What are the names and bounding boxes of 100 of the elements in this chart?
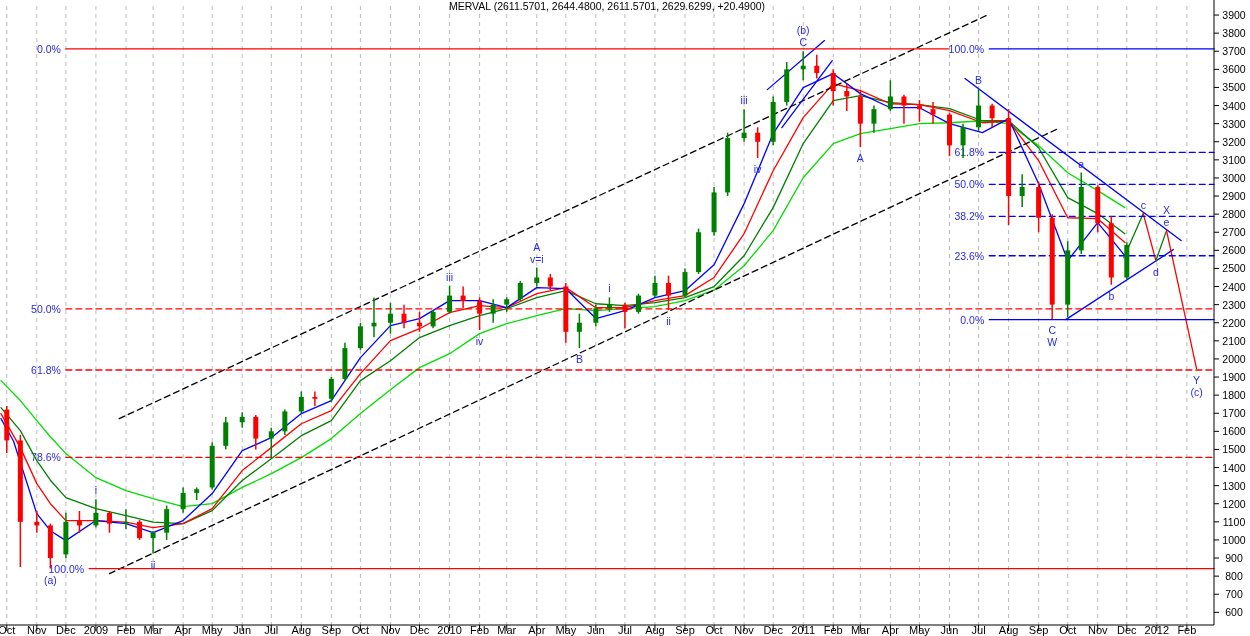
y-tick-label: 1900 <box>1222 371 1246 384</box>
y-tick-label: 1700 <box>1222 407 1246 420</box>
chart-title: MERVAL (2611.5701, 2644.4800, 2611.5701, 2629.6299, +20.4900) <box>448 0 766 12</box>
x-tick-label: Sep <box>321 624 342 636</box>
x-tick-label: May <box>909 624 931 636</box>
annotation: 61.8% <box>31 363 61 376</box>
x-tick-label: Nov <box>27 624 48 636</box>
annotation: 50.0% <box>954 178 985 191</box>
annotation: ii <box>150 558 156 571</box>
annotation: (a) <box>43 573 57 586</box>
x-tick-label: Feb <box>470 624 490 636</box>
x-tick-label: Mar <box>497 624 517 636</box>
y-tick-label: 600 <box>1225 606 1243 619</box>
y-tick-label: 3600 <box>1222 63 1246 76</box>
y-tick-label: 3000 <box>1222 171 1246 184</box>
annotation: 38.2% <box>954 210 985 223</box>
annotation: 0.0% <box>36 42 61 55</box>
annotation: B <box>975 74 983 87</box>
annotation: 0.0% <box>960 313 985 326</box>
y-tick-label: 2100 <box>1222 334 1246 347</box>
x-tick-label: Mar <box>143 624 163 636</box>
x-tick-label: Nov <box>1087 624 1109 636</box>
x-tick-label: 2010 <box>437 624 462 636</box>
annotation: Y <box>1193 373 1201 386</box>
annotation: 100.0% <box>948 42 985 55</box>
annotation: C <box>799 36 808 49</box>
y-tick-label: 700 <box>1225 588 1243 601</box>
y-tick-label: 2800 <box>1222 208 1246 221</box>
x-tick-label: Oct <box>1059 624 1077 636</box>
annotation: c <box>1140 198 1146 211</box>
y-tick-label: 1500 <box>1222 443 1246 456</box>
x-tick-label: Apr <box>528 624 546 636</box>
y-tick-label: 900 <box>1225 552 1243 565</box>
y-tick-label: 3900 <box>1222 9 1246 22</box>
x-tick-label: Jul <box>264 624 279 636</box>
y-tick-label: 2400 <box>1222 280 1246 293</box>
x-tick-label: Dec <box>763 624 784 636</box>
y-tick-label: 1600 <box>1222 425 1246 438</box>
annotation: C <box>1048 324 1057 337</box>
x-tick-label: Aug <box>998 624 1019 636</box>
x-tick-label: Oct <box>351 624 369 636</box>
annotation: iii <box>740 94 748 107</box>
x-tick-label: May <box>555 624 577 636</box>
y-tick-label: 3100 <box>1222 153 1246 166</box>
y-tick-label: 1100 <box>1222 515 1246 528</box>
x-tick-label: Nov <box>380 624 401 636</box>
y-tick-label: 800 <box>1225 570 1243 583</box>
y-tick-label: 1800 <box>1222 389 1246 402</box>
x-tick-label: Oct <box>705 624 723 636</box>
x-tick-label: Feb <box>116 624 136 636</box>
x-tick-label: 2009 <box>83 624 109 636</box>
x-tick-label: Apr <box>174 624 193 636</box>
y-tick-label: 2200 <box>1222 316 1246 329</box>
annotation: W <box>1047 336 1058 349</box>
y-tick-label: 2500 <box>1222 262 1246 275</box>
x-tick-label: Jul <box>617 624 632 636</box>
x-tick-label: Nov <box>734 624 755 636</box>
x-tick-label: May <box>201 624 224 636</box>
x-tick-label: Jun <box>233 624 252 636</box>
annotation: A <box>856 152 864 165</box>
y-tick-label: 3400 <box>1222 99 1246 112</box>
x-tick-label: Feb <box>823 624 843 636</box>
annotation: X <box>1163 203 1171 216</box>
x-tick-label: Jun <box>586 624 605 636</box>
annotation: 100.0% <box>48 562 85 575</box>
annotation: iv <box>475 334 485 347</box>
y-tick-label: 2900 <box>1222 190 1246 203</box>
x-tick-label: 2012 <box>1144 624 1170 636</box>
y-tick-label: 3500 <box>1222 81 1246 94</box>
annotation: iii <box>446 270 454 283</box>
annotation: e <box>1163 215 1170 228</box>
annotation: A <box>533 240 541 253</box>
x-tick-label: Sep <box>675 624 695 636</box>
annotation: (c) <box>1190 385 1203 398</box>
x-tick-label: Jul <box>971 624 986 636</box>
annotation: 50.0% <box>31 302 61 315</box>
y-tick-label: 3700 <box>1222 45 1246 58</box>
y-tick-label: 2700 <box>1222 226 1246 239</box>
x-tick-label: Aug <box>645 624 665 636</box>
y-tick-label: 2300 <box>1222 298 1246 311</box>
x-tick-label: Dec <box>409 624 430 636</box>
x-tick-label: Mar <box>850 624 871 636</box>
y-tick-label: 3200 <box>1222 135 1246 148</box>
x-tick-label: Dec <box>1117 624 1138 636</box>
x-tick-label: 2011 <box>791 624 816 636</box>
annotation: i <box>608 282 611 295</box>
annotation: d <box>1152 265 1159 278</box>
y-tick-label: 2000 <box>1222 352 1246 365</box>
annotation: i <box>94 484 98 497</box>
x-tick-label: Sep <box>1028 624 1049 636</box>
annotation: B <box>575 353 583 366</box>
annotation: ii <box>666 315 671 328</box>
annotation: b <box>1108 289 1115 302</box>
annotation: (b) <box>796 24 810 37</box>
y-tick-label: 1400 <box>1222 461 1246 474</box>
y-tick-label: 3800 <box>1222 27 1246 40</box>
x-tick-label: Dec <box>56 624 77 636</box>
x-tick-label: Feb <box>1177 624 1197 636</box>
y-tick-label: 3300 <box>1222 117 1246 130</box>
x-tick-label: Aug <box>291 624 312 636</box>
